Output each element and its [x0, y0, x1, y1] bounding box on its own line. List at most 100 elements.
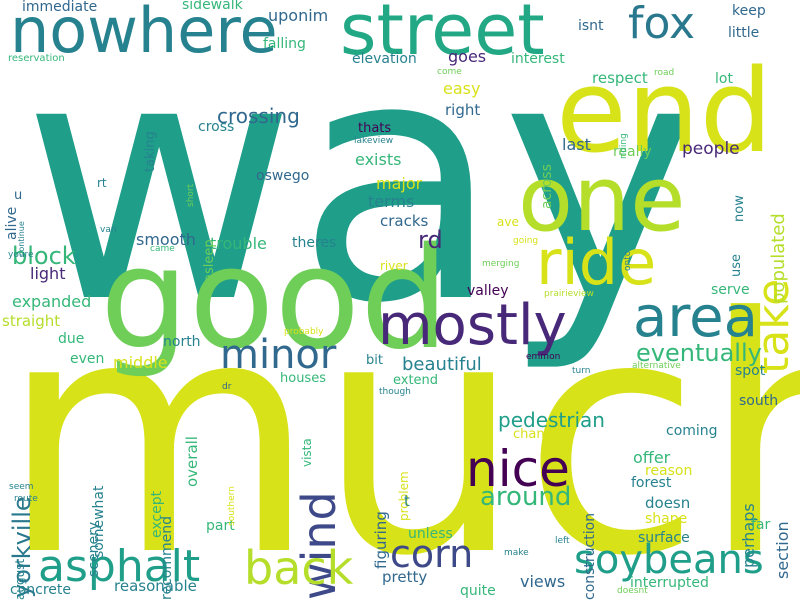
word-overall: overall	[183, 436, 201, 487]
word-reasonable: reasonable	[114, 577, 197, 595]
word-block: block	[12, 242, 76, 270]
word-coming: coming	[666, 423, 718, 439]
word-serve: serve	[711, 282, 750, 298]
word-exists: exists	[355, 150, 402, 169]
word-make: make	[504, 548, 529, 558]
word-populated: populated	[768, 213, 789, 304]
word-isnt: isnt	[578, 18, 604, 34]
word-southern: southern	[227, 486, 237, 526]
word-section: section	[773, 521, 792, 579]
word-unless: unless	[408, 526, 453, 542]
word-expanded: expanded	[12, 292, 92, 311]
word-major: major	[376, 174, 423, 193]
word-changes: changes	[513, 427, 568, 442]
word-even: even	[70, 351, 105, 367]
word-reservation: reservation	[8, 53, 65, 64]
word-keep: keep	[732, 3, 766, 19]
word-seem: seem	[9, 482, 34, 492]
word-minor: minor	[220, 332, 337, 378]
word-pretty: pretty	[382, 568, 428, 586]
word-mostly: mostly	[378, 293, 567, 358]
word-end: end	[556, 45, 773, 179]
word-corn: corn	[390, 532, 474, 576]
word-emmon: emmon	[526, 352, 561, 362]
word-far: far	[751, 517, 771, 533]
word-construction: construction	[582, 512, 598, 600]
word-doesn: doesn	[645, 494, 691, 512]
word-though: though	[379, 387, 411, 397]
word-t: t	[404, 492, 410, 510]
word-perhaps: perhaps	[739, 503, 758, 568]
word-prairieview: prairieview	[544, 289, 594, 299]
word-use: use	[729, 253, 744, 277]
word-left: left	[555, 536, 570, 546]
word-come: come	[437, 67, 462, 77]
word-ride: ride	[536, 226, 657, 299]
word-part: part	[206, 518, 235, 534]
word-pedestrian: pedestrian	[498, 408, 605, 432]
word-spot: spot	[735, 363, 766, 379]
word-trouble: trouble	[210, 234, 267, 253]
word-area: area	[633, 285, 758, 350]
word-beautiful: beautiful	[402, 354, 482, 375]
word-around: around	[480, 482, 572, 512]
word-merging: merging	[482, 259, 520, 269]
word-dr: dr	[222, 382, 232, 392]
word-alternative: alternative	[632, 361, 681, 371]
word-north: north	[163, 334, 201, 350]
word-onto: onto	[623, 250, 633, 271]
word-shape: shape	[645, 511, 688, 527]
word-rd: rd	[418, 226, 443, 254]
word-youre: youre	[8, 250, 34, 260]
word-thats: thats	[358, 121, 392, 136]
word-surface: surface	[638, 530, 690, 546]
word-cracks: cracks	[380, 212, 429, 230]
word-good: good	[100, 218, 450, 381]
word-theres: theres	[292, 235, 337, 251]
word-somewhat: somewhat	[91, 485, 107, 558]
word-back: back	[244, 541, 354, 595]
word-crossing: crossing	[217, 104, 300, 128]
word-across: across	[539, 164, 555, 209]
word-interrupted: interrupted	[630, 575, 709, 591]
word-interest: interest	[511, 51, 565, 67]
word-right: right	[445, 101, 481, 119]
word-one: one	[518, 147, 686, 252]
word-oswego: oswego	[256, 168, 310, 184]
word-little: little	[728, 25, 760, 41]
word-extend: extend	[393, 373, 439, 388]
word-route: route	[14, 494, 38, 504]
word-road: road	[654, 68, 675, 78]
word-eventually: eventually	[636, 339, 762, 367]
word-lot: lot	[715, 71, 733, 87]
word-figuring: figuring	[372, 511, 390, 569]
word-respect: respect	[592, 69, 648, 87]
word-smooth: smooth	[136, 230, 196, 249]
word-goes: goes	[448, 47, 487, 66]
word-nice: nice	[466, 440, 570, 498]
word-reason: reason	[645, 463, 693, 479]
word-offer: offer	[633, 448, 671, 467]
word-rt: rt	[97, 176, 107, 190]
word-way: way	[22, 0, 700, 377]
word-terms: terms	[368, 192, 415, 211]
word-came: came	[150, 244, 175, 254]
word-short: short	[186, 183, 196, 207]
word-turn: turn	[572, 366, 591, 376]
word-river: river	[380, 259, 408, 273]
word-asphalt: asphalt	[38, 541, 201, 592]
word-august: august	[13, 558, 27, 600]
word-uponim: uponim	[268, 6, 329, 25]
word-sidewalk: sidewalk	[182, 0, 243, 13]
word-really: really	[613, 144, 652, 160]
word-due: due	[58, 331, 85, 347]
word-much: much	[0, 248, 800, 600]
word-bit: bit	[366, 353, 383, 368]
word-quite: quite	[460, 583, 496, 599]
word-last: last	[562, 135, 591, 154]
word-lakeview: lakeview	[354, 136, 394, 146]
word-nowhere: nowhere	[10, 0, 278, 67]
word-taking: taking	[143, 131, 158, 172]
word-houses: houses	[280, 371, 326, 386]
